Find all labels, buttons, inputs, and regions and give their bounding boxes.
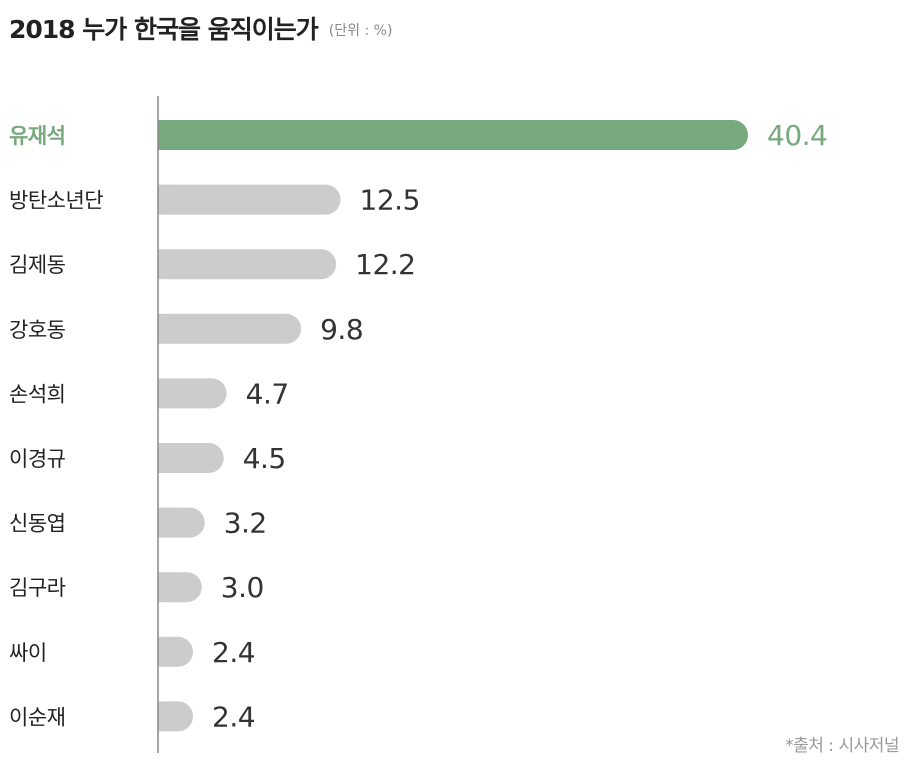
bar (158, 184, 341, 215)
category-label: 유재석 (9, 124, 65, 148)
chart-title: 2018 누가 한국을 움직이는가 (9, 15, 319, 44)
bar-left-edge (158, 378, 173, 409)
category-label: 이순재 (9, 705, 65, 729)
bar (158, 378, 227, 409)
value-label: 2.4 (212, 636, 255, 669)
unit-label: (단위 : %) (328, 23, 393, 39)
category-label: 방탄소년단 (9, 189, 103, 213)
value-label: 4.5 (243, 442, 286, 475)
category-label: 이경규 (9, 447, 66, 471)
bar-left-edge (158, 184, 173, 215)
value-label: 3.2 (224, 507, 267, 540)
bar (158, 249, 337, 280)
value-label: 12.5 (360, 184, 420, 217)
value-label: 2.4 (212, 700, 255, 733)
value-label: 4.7 (246, 377, 289, 410)
value-label: 3.0 (221, 571, 264, 604)
source-note: *출처 : 시사저널 (785, 736, 899, 756)
bar-left-edge (158, 249, 173, 280)
category-label: 신동엽 (9, 512, 65, 536)
bar-left-edge (158, 636, 173, 667)
value-label: 40.4 (767, 119, 827, 152)
bar (158, 443, 224, 473)
bar (158, 313, 302, 344)
bar-left-edge (158, 572, 173, 603)
category-label: 손석희 (9, 382, 65, 406)
bar-left-edge (158, 120, 173, 150)
bar-left-edge (158, 443, 173, 473)
bar-left-edge (158, 313, 173, 344)
value-label: 12.2 (355, 248, 415, 281)
bar-left-edge (158, 701, 173, 732)
category-label: 싸이 (9, 641, 47, 665)
bar (158, 120, 748, 150)
chart-header: 2018 누가 한국을 움직이는가 (단위 : %) (9, 10, 392, 46)
category-label: 김구라 (9, 576, 66, 600)
category-label: 김제동 (9, 253, 66, 277)
value-label: 9.8 (320, 313, 363, 346)
bar-left-edge (158, 507, 173, 538)
category-label: 강호동 (9, 318, 66, 342)
